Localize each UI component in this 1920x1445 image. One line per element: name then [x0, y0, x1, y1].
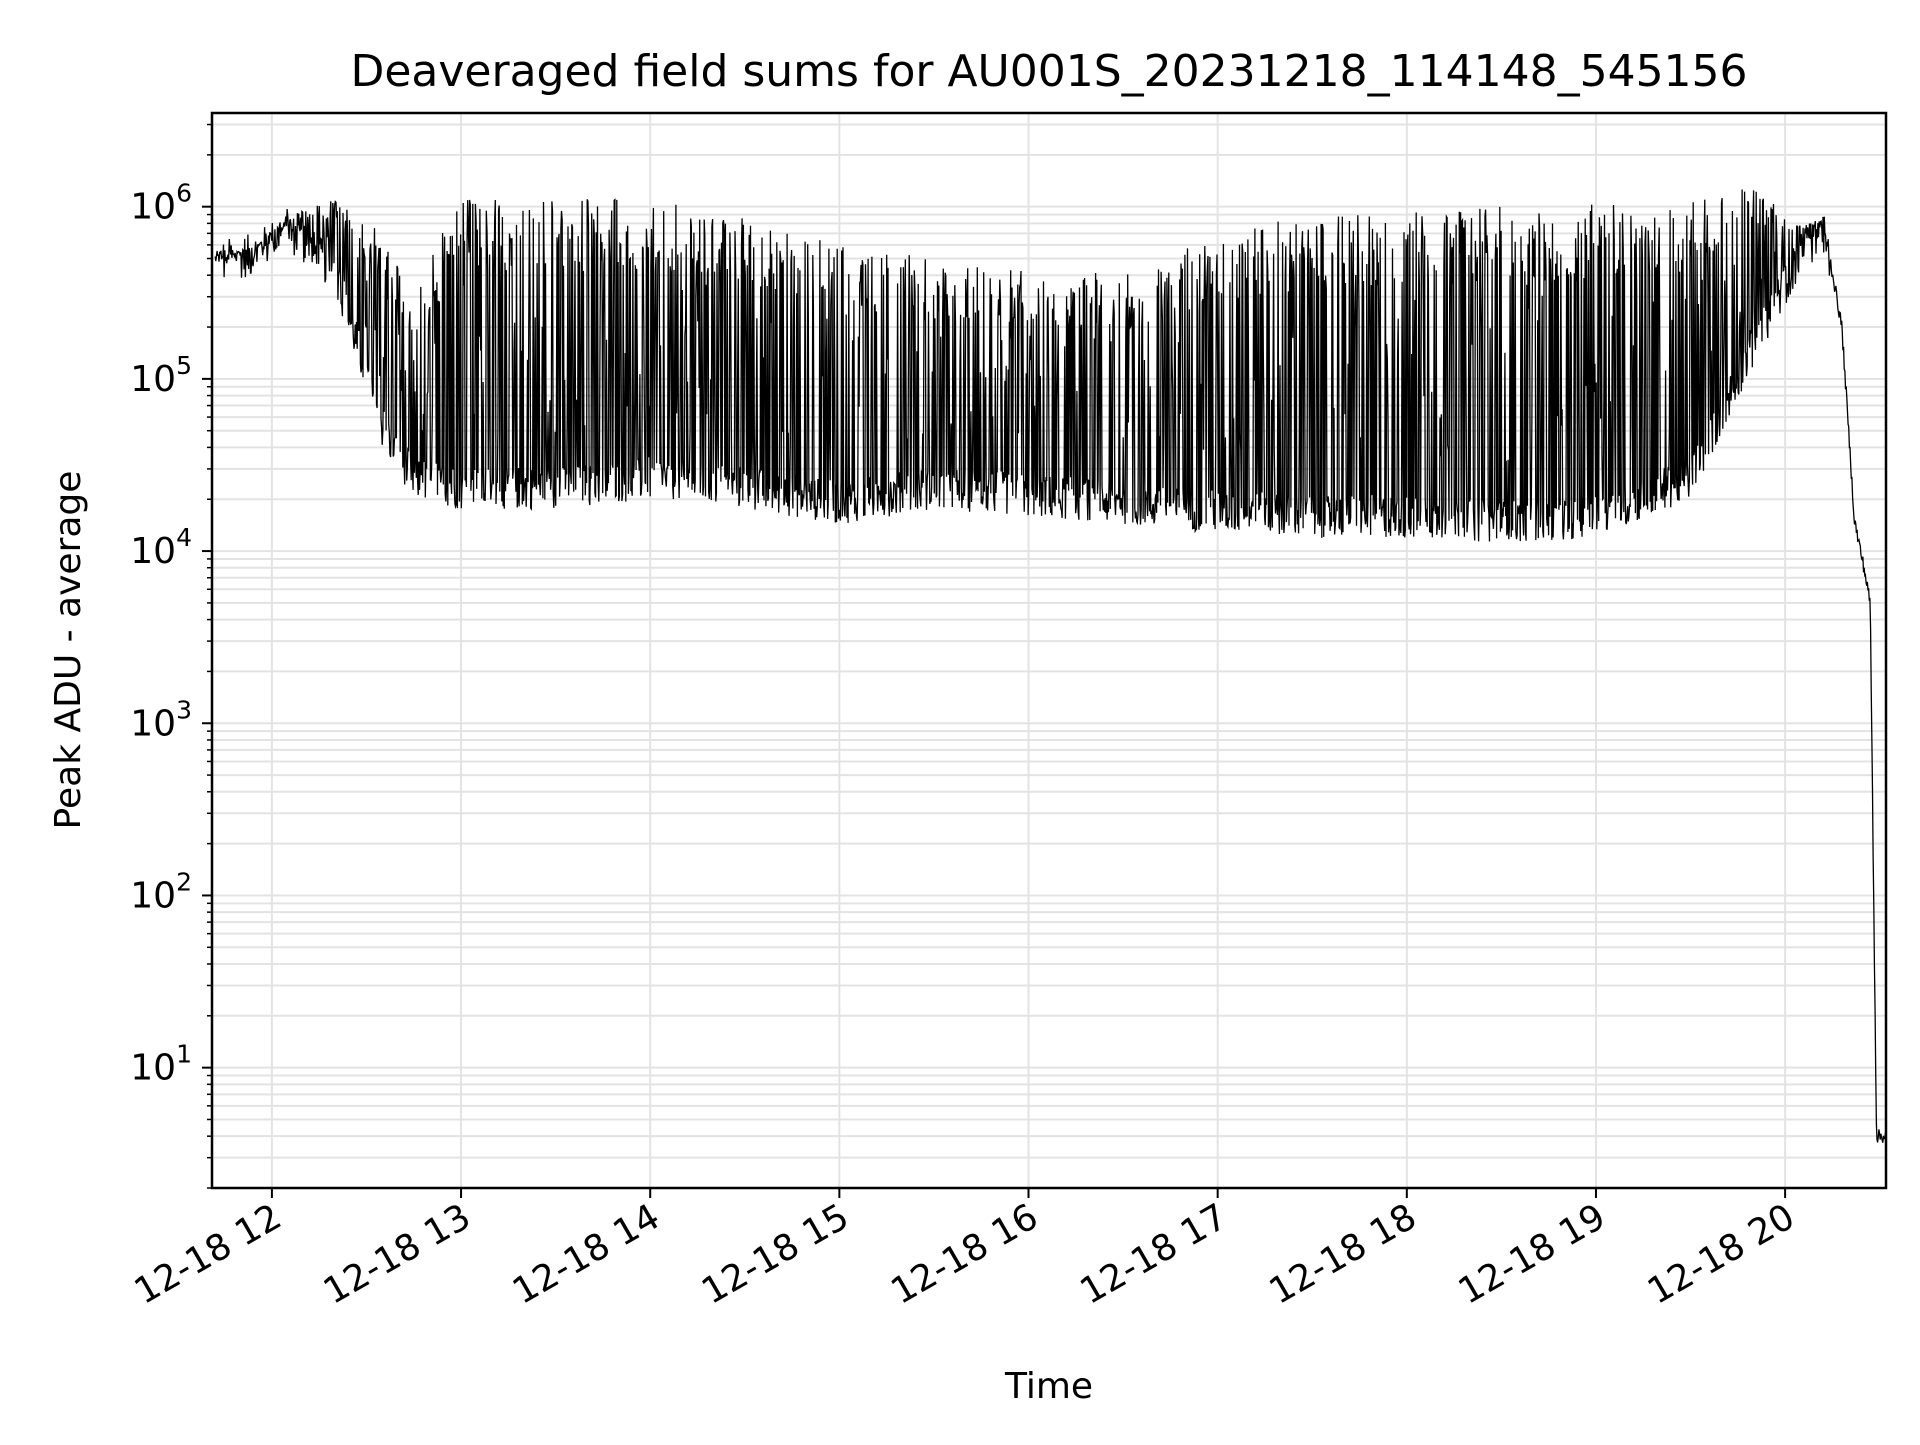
- y-tick-exponent: 1: [176, 1040, 192, 1069]
- y-tick-exponent: 6: [176, 179, 192, 208]
- x-tick-label: 12-18 12: [128, 1196, 289, 1312]
- y-tick-label: 105: [130, 351, 192, 400]
- y-tick-base: 10: [130, 1048, 176, 1089]
- y-tick-exponent: 4: [176, 523, 192, 552]
- y-tick-base: 10: [130, 703, 176, 744]
- x-tick-label: 12-18 15: [695, 1196, 856, 1312]
- y-tick-label: 106: [130, 179, 192, 228]
- x-tick-label: 12-18 17: [1073, 1196, 1234, 1312]
- y-tick-label: 104: [130, 523, 192, 572]
- y-tick-exponent: 3: [176, 695, 192, 724]
- y-tick-base: 10: [130, 187, 176, 228]
- y-tick-base: 10: [130, 531, 176, 572]
- data-layer: [214, 189, 1887, 1143]
- y-tick-base: 10: [130, 875, 176, 916]
- y-tick-exponent: 2: [176, 867, 192, 896]
- x-tick-label: 12-18 14: [506, 1196, 667, 1312]
- x-tick-label: 12-18 20: [1641, 1196, 1802, 1312]
- data-series-line: [214, 189, 1887, 1143]
- chart-title: Deaveraged field sums for AU001S_2023121…: [350, 46, 1747, 97]
- y-tick-label: 102: [130, 867, 192, 916]
- plot-frame: [210, 111, 1888, 1190]
- y-tick-label: 103: [130, 695, 192, 744]
- y-axis-label: Peak ADU - average: [48, 471, 89, 830]
- x-tick-label: 12-18 16: [884, 1196, 1045, 1312]
- x-axis-label: Time: [1004, 1366, 1093, 1407]
- x-tick-label: 12-18 18: [1263, 1196, 1424, 1312]
- x-tick-label: 12-18 19: [1452, 1196, 1613, 1312]
- y-tick-base: 10: [130, 359, 176, 400]
- x-tick-label: 12-18 13: [317, 1196, 478, 1312]
- y-tick-exponent: 5: [176, 351, 192, 380]
- y-tick-label: 101: [130, 1040, 192, 1089]
